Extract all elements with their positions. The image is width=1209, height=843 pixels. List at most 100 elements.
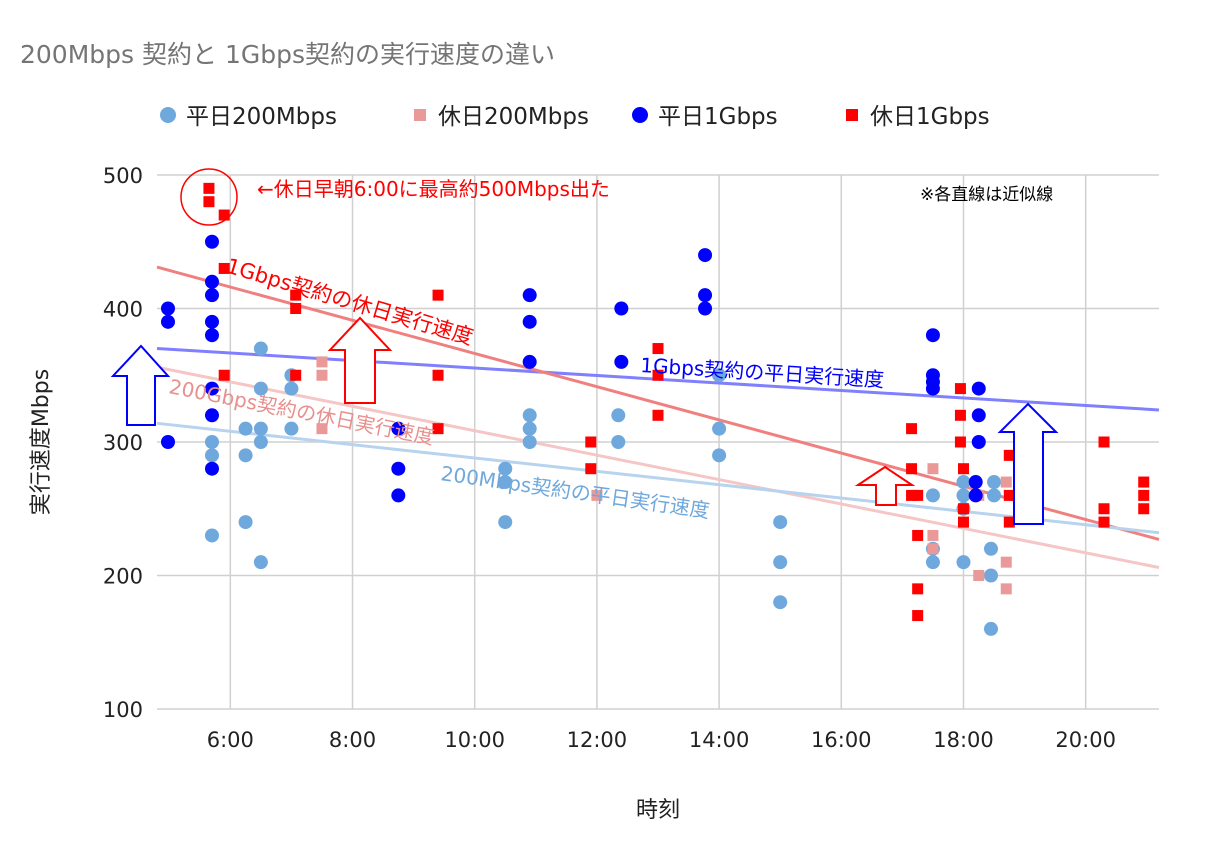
legend-marker-icon [160, 107, 176, 123]
x-tick-label: 14:00 [689, 728, 750, 752]
data-point [1000, 556, 1012, 568]
data-point [652, 369, 664, 381]
data-point [522, 435, 537, 449]
data-point [432, 423, 444, 435]
data-point [773, 515, 788, 530]
x-tick-label: 20:00 [1055, 728, 1116, 752]
data-point [698, 301, 713, 316]
data-point [614, 301, 629, 316]
data-point [498, 475, 513, 490]
data-point [925, 488, 940, 503]
data-point [611, 435, 626, 449]
data-point [912, 583, 924, 595]
data-point [204, 288, 219, 303]
data-point [522, 408, 537, 423]
data-point [253, 555, 268, 570]
data-point [1138, 489, 1150, 501]
y-tick-label: 100 [103, 698, 143, 722]
up-arrow-icon [854, 465, 916, 506]
data-point [927, 529, 939, 541]
data-point [925, 328, 940, 343]
data-point [912, 529, 924, 541]
data-point [290, 289, 302, 301]
data-point [204, 461, 219, 476]
data-point [585, 436, 597, 448]
peak-note: ←休日早朝6:00に最高約500Mbps出た [257, 177, 610, 201]
data-point [956, 555, 971, 570]
x-axis-label: 時刻 [636, 798, 680, 823]
x-tick-label: 6:00 [207, 728, 254, 752]
data-point [1098, 503, 1110, 515]
legend-label: 平日1Gbps [658, 104, 778, 130]
data-point [1138, 503, 1150, 515]
data-point [253, 435, 268, 449]
data-point [253, 381, 268, 396]
data-point [906, 423, 918, 435]
data-point [522, 288, 537, 303]
data-point [957, 463, 969, 475]
up-arrow-icon [327, 316, 393, 404]
data-point [284, 421, 299, 436]
data-point [591, 489, 603, 501]
y-tick-label: 500 [103, 164, 143, 188]
data-point [954, 409, 966, 421]
x-tick-label: 16:00 [811, 728, 872, 752]
data-point [973, 570, 985, 581]
data-point [253, 341, 268, 356]
data-point [204, 408, 219, 423]
data-point [712, 421, 727, 436]
legend: 平日200Mbps 休日200Mbps 平日1Gbps 休日1Gbps [160, 104, 990, 130]
data-point [290, 303, 302, 314]
data-point [160, 314, 175, 329]
data-point [218, 262, 230, 274]
data-point [712, 448, 727, 463]
legend-label: 休日200Mbps [438, 104, 589, 130]
data-point [160, 435, 175, 449]
data-point [522, 421, 537, 436]
data-point [203, 196, 215, 208]
data-points [160, 182, 1150, 636]
y-tick-label: 200 [103, 565, 143, 589]
axis-ticks: 100 200 300 400 500 6:00 8:00 10:00 12:00 14:00 16… [103, 164, 1116, 752]
data-point [432, 369, 444, 381]
data-point [218, 369, 230, 381]
data-point [432, 289, 444, 301]
data-point [391, 488, 406, 503]
data-point [983, 621, 998, 636]
data-point [698, 288, 713, 303]
data-point [204, 314, 219, 329]
data-point [1098, 436, 1110, 448]
data-point [957, 503, 969, 515]
trendline [156, 365, 1160, 569]
data-point [954, 436, 966, 448]
data-point [773, 555, 788, 570]
data-point [983, 568, 998, 583]
data-point [968, 475, 983, 490]
data-point [927, 543, 939, 555]
trendline [156, 421, 1160, 535]
data-point [987, 488, 1002, 503]
y-axis-label: 実行速度Mbps [29, 369, 54, 515]
data-point [1003, 449, 1015, 461]
data-point [956, 475, 971, 490]
data-point [1098, 516, 1110, 528]
data-point [971, 435, 986, 449]
data-point [1003, 516, 1015, 528]
y-tick-label: 300 [103, 431, 143, 455]
data-point [614, 354, 629, 369]
data-point [957, 516, 969, 528]
data-point [912, 489, 924, 501]
data-point [522, 354, 537, 369]
x-tick-label: 8:00 [329, 728, 376, 752]
data-point [316, 369, 328, 381]
data-point [316, 423, 328, 435]
peak-highlight-circle [180, 168, 238, 226]
data-point [968, 488, 983, 503]
data-point [204, 435, 219, 449]
y-tick-label: 400 [103, 298, 143, 322]
up-arrow-icon [110, 344, 171, 426]
data-point [971, 381, 986, 396]
legend-marker-icon [632, 107, 648, 123]
data-point [218, 209, 230, 221]
legend-marker-icon [414, 109, 426, 121]
